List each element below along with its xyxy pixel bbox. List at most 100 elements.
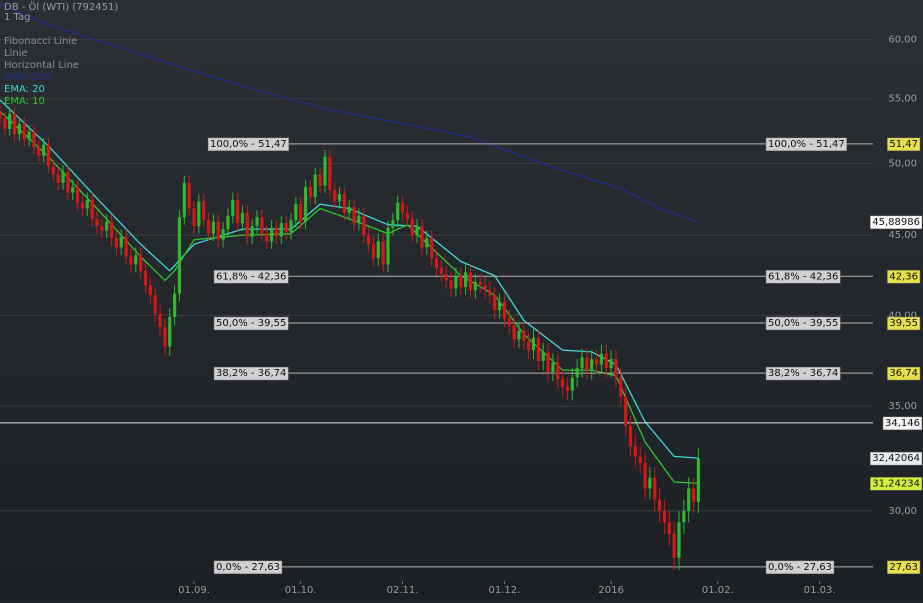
candle-body	[46, 144, 51, 167]
candle-body	[337, 194, 342, 202]
candle-body	[143, 270, 148, 286]
candle-body	[119, 236, 123, 248]
candle-body	[323, 156, 327, 186]
candle-body	[182, 182, 186, 218]
candle-body	[444, 274, 448, 281]
candle-body	[415, 226, 419, 236]
axis-price-label: 42,36	[889, 271, 918, 282]
candle-body	[100, 226, 104, 231]
candle-body	[270, 227, 274, 242]
indicator-label: Linie	[4, 48, 28, 59]
candle-body	[599, 353, 603, 365]
candle-body	[371, 244, 376, 259]
candle-body	[173, 293, 177, 317]
indicator-label: Horizontal Line	[4, 60, 79, 71]
x-tick-label: 01.03.	[804, 585, 836, 596]
fibonacci-label: 50,0% - 39,55	[216, 318, 286, 329]
candle-body	[240, 212, 245, 224]
candle-body	[313, 174, 317, 197]
fibonacci-label: 38,2% - 36,74	[216, 368, 286, 379]
fibonacci-label-box	[765, 560, 835, 575]
candle-body	[527, 341, 531, 351]
candle-body	[236, 199, 240, 224]
candle-body	[42, 144, 46, 156]
candle-body	[473, 282, 477, 291]
candle-body	[294, 204, 298, 221]
fibonacci-label: 0,0% - 27,63	[768, 562, 832, 573]
candle-body	[12, 113, 17, 135]
candle-body	[3, 118, 7, 130]
fibonacci-label-box	[765, 137, 847, 152]
candle-body	[109, 221, 114, 239]
candle-body	[279, 223, 283, 237]
candle-body	[541, 351, 545, 361]
candle-body	[367, 235, 371, 245]
x-tick-label: 01.02.	[702, 585, 734, 596]
candle-body	[400, 202, 405, 213]
candle-body	[614, 359, 618, 378]
legend-label: EMA: 200	[4, 72, 51, 83]
fibonacci-label-box	[765, 270, 841, 284]
axis-price-box	[870, 477, 923, 491]
candle-body	[221, 229, 225, 240]
candle-body	[177, 217, 182, 294]
y-tick-label: 60,00	[888, 35, 917, 46]
candle-body	[61, 171, 65, 183]
axis-price-box	[887, 137, 921, 152]
candle-body	[468, 272, 473, 291]
y-tick-label: 45,00	[888, 230, 917, 241]
candle-body	[590, 359, 594, 371]
axis-price-label: 32,42064	[872, 453, 920, 464]
candle-body	[493, 295, 497, 311]
legend-label: EMA: 20	[4, 84, 45, 95]
fibonacci-label: 0,0% - 27,63	[216, 562, 280, 573]
candle-body	[202, 201, 206, 221]
x-tick-label: 01.10.	[285, 585, 317, 596]
y-tick-label: 55,00	[888, 94, 917, 105]
y-tick-label: 50,00	[888, 159, 917, 170]
fibonacci-label-box	[213, 316, 289, 331]
candle-body	[376, 241, 380, 259]
candle-body	[425, 238, 429, 248]
y-tick-label: 35,00	[888, 401, 917, 412]
axis-price-label: 45,88986	[872, 217, 920, 228]
fibonacci-label-box	[765, 316, 841, 331]
fibonacci-label: 61,8% - 42,36	[768, 271, 838, 282]
fibonacci-label-box	[765, 366, 841, 381]
fibonacci-label: 38,2% - 36,74	[768, 368, 838, 379]
candle-body	[318, 174, 322, 186]
axis-price-label: 34,146	[885, 418, 920, 429]
legend: DB - Öl (WTI) (792451) 1 Tag Fibonacci L…	[4, 0, 118, 107]
candle-body	[512, 325, 516, 340]
candle-body	[677, 522, 681, 558]
candle-body	[303, 187, 308, 222]
fibonacci-label: 100,0% - 51,47	[210, 139, 287, 150]
fibonacci-label-box	[213, 366, 289, 381]
candle-body	[255, 217, 259, 227]
candle-body	[129, 256, 133, 265]
candle-body	[434, 258, 439, 268]
candle-body	[66, 171, 70, 193]
fibonacci-label: 100,0% - 51,47	[768, 139, 845, 150]
candle-body	[0, 111, 2, 119]
candle-body	[71, 187, 75, 193]
candle-body	[556, 362, 560, 380]
candle-body	[454, 275, 458, 289]
candle-body	[206, 220, 211, 234]
candle-body	[497, 301, 502, 311]
candle-body	[405, 212, 409, 219]
candle-body	[696, 458, 700, 502]
fibonacci-label: 50,0% - 39,55	[768, 318, 838, 329]
candle-body	[604, 353, 608, 369]
candle-body	[691, 488, 696, 502]
candle-body	[478, 282, 482, 286]
candle-body	[333, 189, 337, 202]
axis-price-label: 27,63	[889, 562, 918, 573]
candle-body	[662, 510, 667, 523]
candle-body	[197, 201, 201, 227]
y-tick-label: 30,00	[888, 506, 917, 517]
candle-body	[594, 359, 599, 365]
candle-body	[265, 233, 269, 242]
